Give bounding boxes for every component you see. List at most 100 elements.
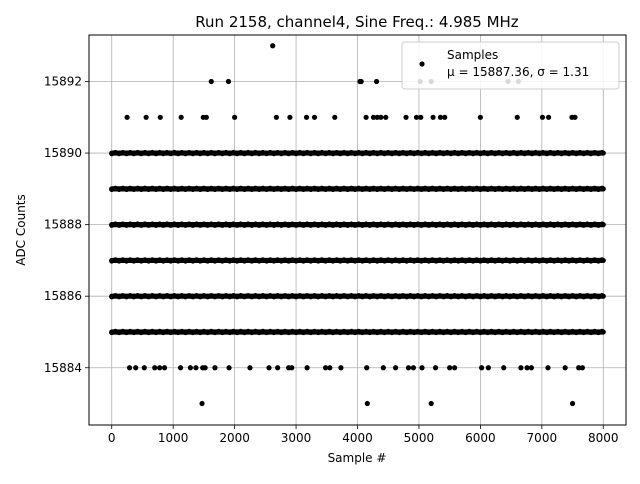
sample-point (405, 365, 412, 371)
sample-point (232, 114, 238, 120)
sample-point (322, 365, 329, 371)
sample-point (199, 400, 205, 407)
sample-point (289, 365, 295, 371)
sample-point (364, 400, 370, 407)
x-tick-label: 7000 (527, 431, 558, 445)
sample-point (226, 365, 232, 371)
legend-box (401, 41, 620, 90)
sample-point (383, 114, 389, 120)
sample-point (332, 114, 338, 120)
sample-point (157, 114, 163, 120)
sample-point (562, 365, 568, 371)
sample-point (273, 114, 279, 120)
sample-point (599, 292, 605, 299)
sample-point (247, 365, 253, 371)
points-layer (109, 43, 606, 407)
sample-point (599, 149, 605, 156)
sample-point (266, 365, 272, 371)
sample-point (569, 400, 576, 407)
sample-point (373, 78, 380, 85)
y-ticks-layer: 15884 15886 15888 15890 15892 (44, 75, 89, 375)
sample-point (479, 365, 485, 371)
sample-point (419, 365, 425, 371)
x-axis-label: Sample # (328, 451, 387, 465)
sample-point (410, 365, 417, 371)
sample-point (270, 43, 276, 49)
sample-point (133, 365, 139, 371)
sample-point (187, 365, 193, 371)
x-ticks-layer: 0 1000 2000 3000 4000 5000 6000 7000 8000 (108, 425, 619, 445)
sample-point (178, 114, 184, 120)
sample-point (143, 114, 149, 120)
sample-point (275, 365, 281, 371)
chart-title: Run 2158, channel4, Sine Freq.: 4.985 MH… (195, 13, 519, 31)
sample-point (378, 114, 384, 120)
sample-point (327, 365, 333, 371)
sample-point (432, 365, 439, 371)
sample-point (514, 114, 520, 120)
x-tick-label: 2000 (219, 431, 250, 445)
y-axis-label: ADC Counts (14, 194, 28, 266)
sample-point (392, 365, 399, 371)
sample-point (539, 114, 546, 120)
y-tick-label: 15888 (44, 218, 82, 232)
y-tick-label: 15884 (44, 361, 82, 375)
sample-point (477, 114, 483, 120)
legend-entry-stats: μ = 15887.36, σ = 1.31 (447, 65, 589, 79)
sample-point (599, 257, 605, 263)
sample-point (599, 185, 605, 191)
x-tick-label: 1000 (158, 431, 189, 445)
sample-point (193, 365, 199, 371)
x-tick-label: 5000 (404, 431, 435, 445)
sample-point (370, 114, 377, 120)
sample-point (311, 114, 318, 120)
sample-point (418, 114, 424, 120)
x-tick-label: 3000 (281, 431, 312, 445)
sample-point (380, 365, 386, 371)
sample-point (451, 365, 458, 371)
y-tick-label: 15892 (44, 75, 82, 89)
sample-point (304, 365, 310, 371)
sample-point (157, 365, 163, 371)
x-tick-label: 0 (108, 431, 116, 445)
sample-point (124, 114, 130, 120)
sample-point (161, 365, 168, 371)
sample-point (599, 328, 605, 334)
sample-point (524, 365, 530, 371)
sample-point (485, 365, 491, 371)
sample-point (599, 221, 605, 227)
sample-point (203, 114, 209, 120)
y-tick-label: 15890 (44, 146, 82, 160)
sample-point (442, 114, 448, 120)
x-tick-label: 6000 (465, 431, 496, 445)
sample-point (208, 78, 214, 85)
sample-point (141, 365, 147, 371)
sample-point (528, 365, 534, 371)
sample-point (403, 114, 409, 120)
sample-point (437, 114, 444, 120)
sample-point (518, 365, 524, 371)
x-tick-label: 4000 (342, 431, 373, 445)
sample-point (364, 365, 370, 371)
sample-point (126, 365, 133, 371)
sample-point (212, 365, 218, 371)
sample-point (579, 365, 585, 371)
sample-point (363, 114, 369, 120)
sample-point (430, 114, 436, 120)
sample-point (358, 78, 364, 85)
sample-point (287, 114, 293, 120)
sample-point (413, 114, 420, 120)
sample-point (303, 114, 310, 120)
sample-point (447, 365, 453, 371)
sample-point (428, 400, 434, 407)
sample-point (177, 365, 184, 371)
x-tick-label: 8000 (588, 431, 619, 445)
legend-entry-samples: Samples (447, 48, 498, 62)
sample-point (576, 365, 582, 371)
sample-point (338, 365, 344, 371)
sample-point (545, 365, 551, 371)
y-tick-label: 15886 (44, 289, 82, 303)
sample-point (202, 365, 208, 371)
